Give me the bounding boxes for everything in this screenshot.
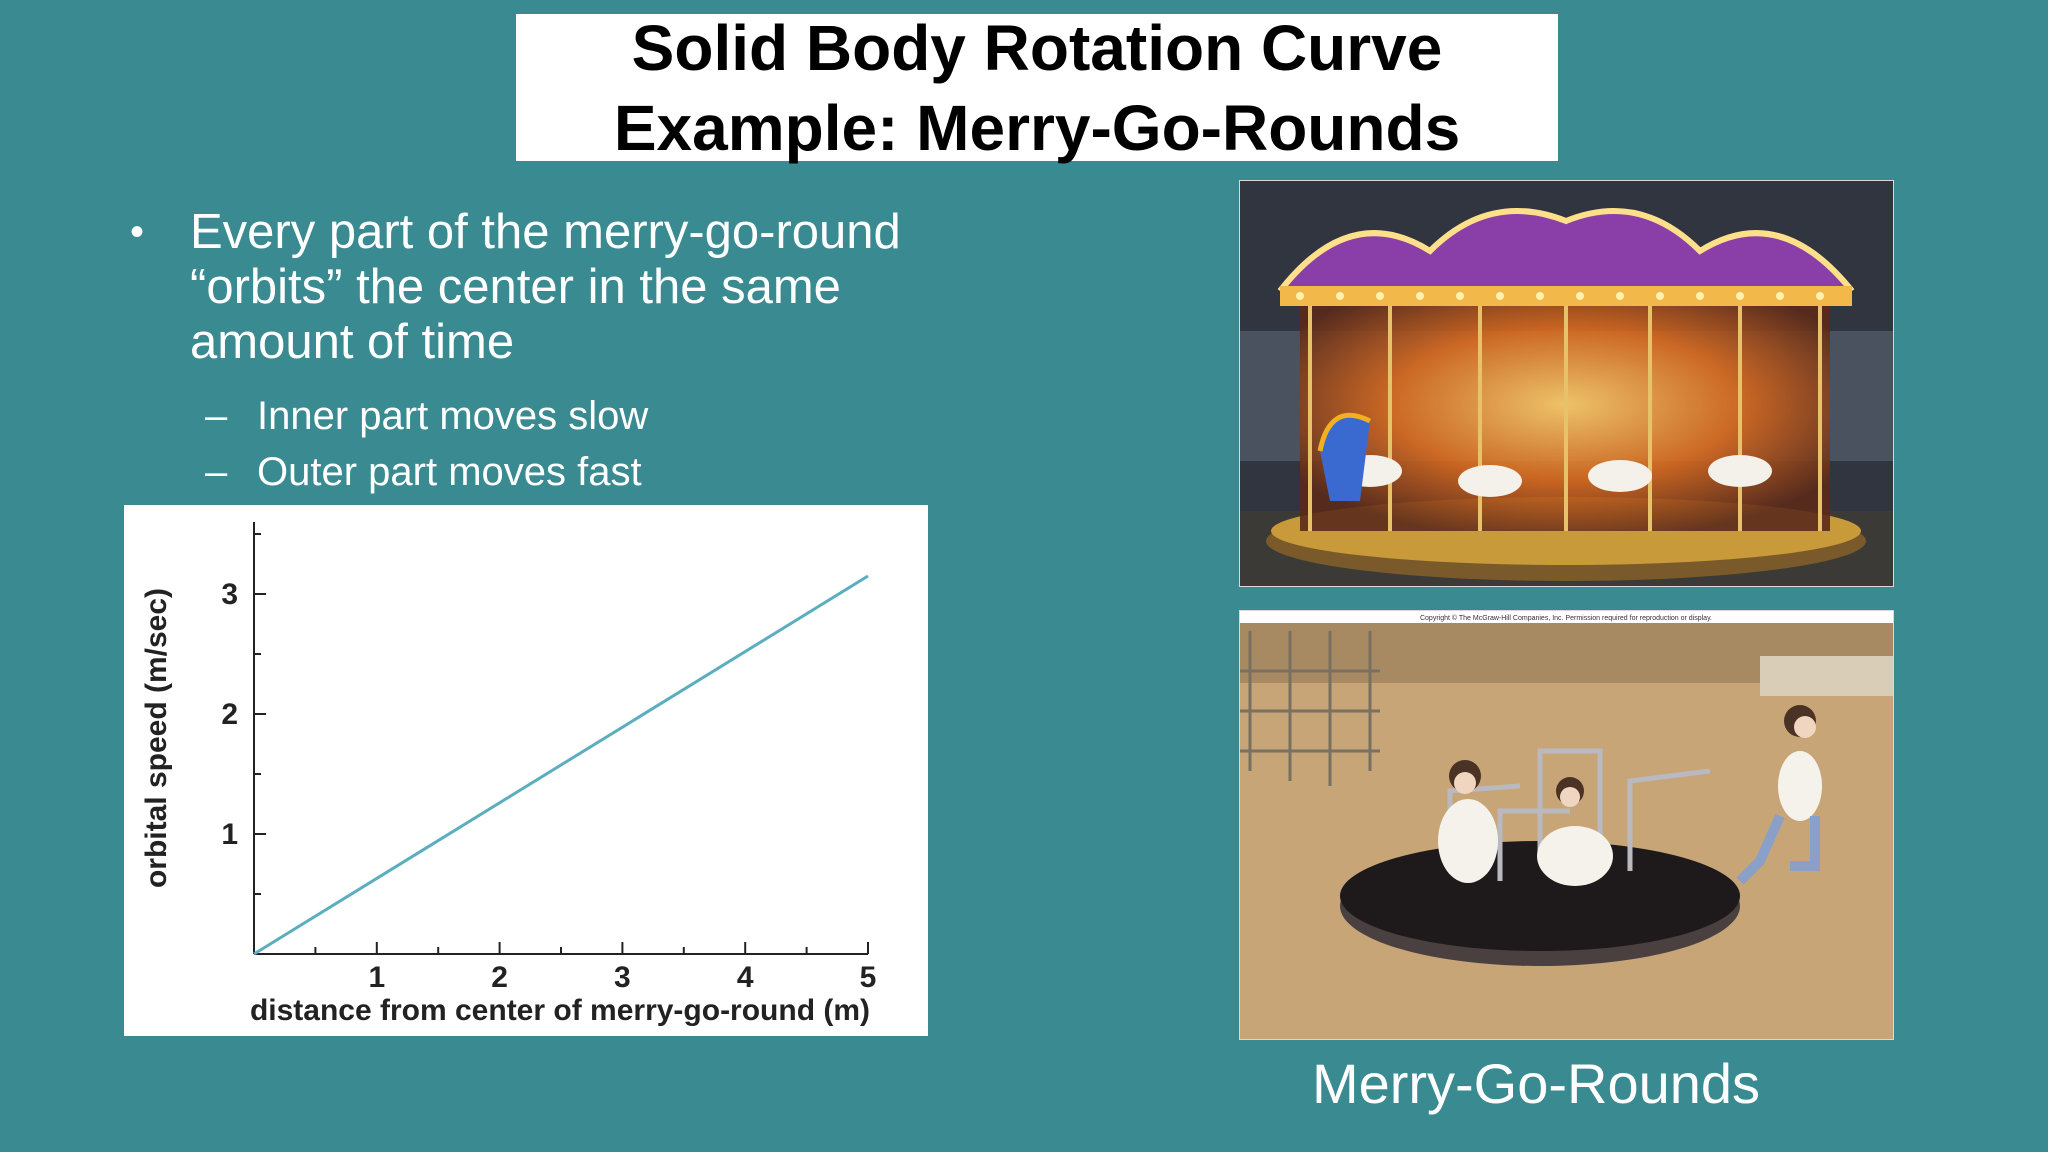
slide-title-box: Solid Body Rotation Curve Example: Merry…	[516, 12, 1558, 164]
sub-bullet-outer: – Outer part moves fast	[130, 444, 990, 500]
series-line	[253, 574, 869, 956]
bullet-marker: •	[130, 210, 145, 254]
sub-bullet-text: Inner part moves slow	[257, 394, 649, 438]
x-tick-label: 3	[614, 961, 631, 994]
bullet-line-2: “orbits” the center in the same	[190, 260, 841, 314]
y-tick-label: 2	[221, 698, 238, 731]
photo-caption: Merry-Go-Rounds	[1311, 1052, 1761, 1115]
playground-illustration: Copyright © The McGraw-Hill Companies, I…	[1240, 611, 1893, 1039]
y-tick-label: 1	[221, 818, 238, 851]
bullet-item: • Every part of the merry-go-round “orbi…	[130, 205, 990, 370]
x-tick-label: 2	[491, 961, 508, 994]
x-tick-label: 1	[368, 961, 385, 994]
sub-bullet-list: – Inner part moves slow – Outer part mov…	[130, 388, 990, 500]
slide-title-line-2: Example: Merry-Go-Rounds	[613, 91, 1461, 164]
sub-bullet-text: Outer part moves fast	[257, 450, 642, 494]
playground-photo: Copyright © The McGraw-Hill Companies, I…	[1239, 610, 1894, 1040]
sub-bullet-marker: –	[205, 394, 228, 438]
carousel-illustration	[1240, 181, 1893, 586]
carousel-photo	[1239, 180, 1894, 587]
bullet-line-3: amount of time	[190, 315, 515, 369]
y-axis-label: orbital speed (m/sec)	[140, 588, 173, 888]
copyright-notice: Copyright © The McGraw-Hill Companies, I…	[1420, 614, 1712, 622]
sub-bullet-inner: – Inner part moves slow	[130, 388, 990, 444]
x-tick-label: 5	[860, 961, 877, 994]
x-tick-label: 4	[737, 961, 754, 994]
x-axis-label: distance from center of merry-go-round (…	[250, 994, 870, 1027]
slide-title-line-1: Solid Body Rotation Curve	[631, 11, 1443, 84]
bullet-line-1: Every part of the merry-go-round	[190, 205, 901, 259]
sub-bullet-marker: –	[205, 450, 228, 494]
rotation-curve-chart: 1 2 3 4 5 1 2 3 distance from center of merry-go…	[124, 505, 928, 1036]
y-tick-label: 3	[221, 578, 238, 611]
bullet-list: • Every part of the merry-go-round “orbi…	[130, 205, 990, 500]
